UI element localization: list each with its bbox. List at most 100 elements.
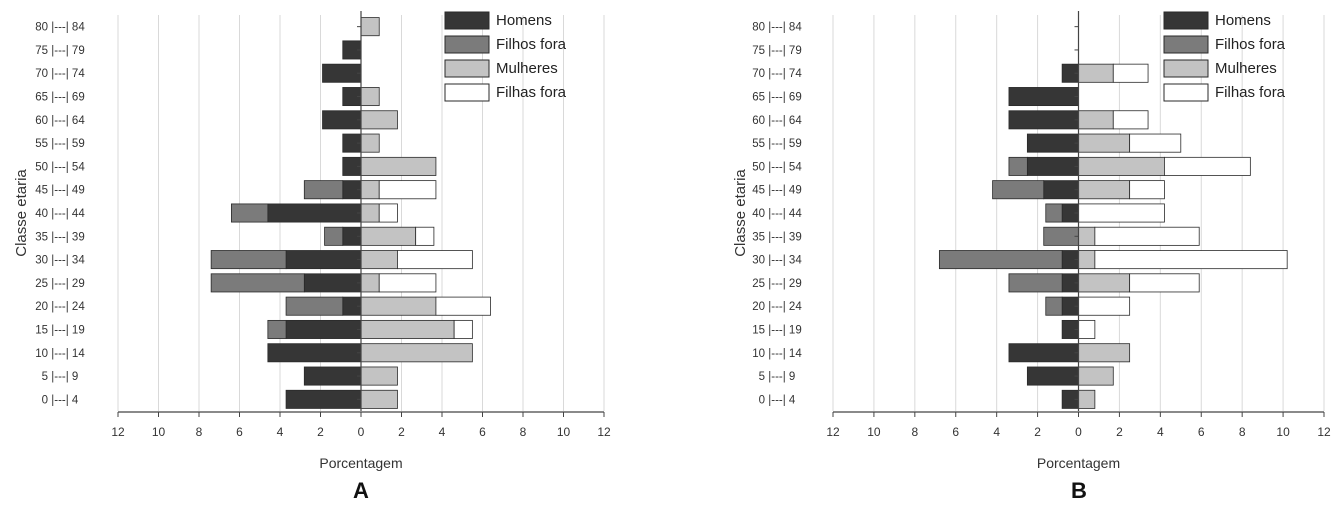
legend: Homens Filhos fora Mulheres Filhas fora bbox=[444, 11, 567, 102]
legend-swatch bbox=[444, 83, 490, 102]
y-tick-label: 40 |---| 44 bbox=[752, 208, 802, 220]
bar-filhas-fora bbox=[378, 273, 437, 293]
y-tick-label: 70 |---| 74 bbox=[752, 68, 802, 80]
legend: Homens Filhos fora Mulheres Filhas fora bbox=[1163, 11, 1286, 102]
bar-filhas-fora bbox=[1078, 203, 1165, 223]
y-tick-label: 40 |---| 44 bbox=[35, 208, 85, 220]
x-tick-label: 4 bbox=[993, 425, 1000, 439]
bar-filhos-fora bbox=[992, 180, 1045, 200]
y-tick-label: 60 |---| 64 bbox=[752, 115, 802, 127]
x-tick-label: 4 bbox=[1157, 425, 1164, 439]
bar-filhos-fora bbox=[303, 180, 344, 200]
bar-mulheres bbox=[360, 296, 437, 316]
bar-filhos-fora bbox=[1008, 156, 1028, 176]
y-tick-label: 0 |---| 4 bbox=[42, 394, 79, 406]
y-tick-label: 75 |---| 79 bbox=[752, 45, 801, 57]
y-tick-label: 0 |---| 4 bbox=[759, 394, 796, 406]
y-tick-label: 50 |---| 54 bbox=[752, 161, 802, 173]
y-tick-label: 5 |---| 9 bbox=[42, 371, 79, 383]
y-tick-label: 25 |---| 29 bbox=[35, 278, 84, 290]
bar-filhas-fora bbox=[1112, 110, 1149, 130]
y-tick-label: 5 |---| 9 bbox=[759, 371, 796, 383]
legend-swatch bbox=[1163, 59, 1209, 78]
bar-filhas-fora bbox=[1078, 319, 1096, 339]
bar-filhos-fora bbox=[938, 250, 1063, 270]
bar-filhas-fora bbox=[1112, 63, 1149, 83]
bar-mulheres bbox=[360, 87, 380, 107]
y-tick-label: 20 |---| 24 bbox=[752, 301, 802, 313]
bar-filhos-fora bbox=[1045, 296, 1063, 316]
bar-mulheres bbox=[360, 343, 473, 363]
bar-homens bbox=[1008, 110, 1079, 130]
y-tick-label: 30 |---| 34 bbox=[35, 255, 85, 267]
bar-filhas-fora bbox=[397, 250, 473, 270]
legend-label: Filhas fora bbox=[1215, 84, 1286, 101]
bar-mulheres bbox=[1078, 110, 1114, 130]
x-tick-label: 10 bbox=[557, 425, 571, 439]
bar-filhos-fora bbox=[1045, 203, 1063, 223]
bar-filhas-fora bbox=[1078, 296, 1131, 316]
y-tick-label: 55 |---| 59 bbox=[35, 138, 84, 150]
bar-filhas-fora bbox=[1164, 156, 1251, 176]
legend-swatch bbox=[1163, 35, 1209, 54]
y-tick-label: 75 |---| 79 bbox=[35, 45, 84, 57]
bar-filhos-fora bbox=[210, 273, 305, 293]
y-tick-label: 65 |---| 69 bbox=[752, 92, 801, 104]
y-tick-label: 65 |---| 69 bbox=[35, 92, 84, 104]
bar-homens bbox=[322, 110, 362, 130]
legend-label: Filhas fora bbox=[496, 84, 567, 101]
y-tick-label: 30 |---| 34 bbox=[752, 255, 802, 267]
y-tick-label: 50 |---| 54 bbox=[35, 161, 85, 173]
bar-filhos-fora bbox=[324, 226, 344, 246]
bar-homens bbox=[303, 366, 362, 386]
x-tick-label: 10 bbox=[152, 425, 166, 439]
x-tick-label: 2 bbox=[1034, 425, 1041, 439]
x-tick-label: 12 bbox=[826, 425, 840, 439]
bar-homens bbox=[303, 273, 362, 293]
y-tick-label: 10 |---| 14 bbox=[35, 348, 85, 360]
legend-label: Homens bbox=[496, 12, 552, 29]
bar-mulheres bbox=[360, 156, 437, 176]
legend-swatch bbox=[444, 35, 490, 54]
bar-homens bbox=[267, 203, 362, 223]
bar-mulheres bbox=[1078, 133, 1131, 153]
bar-mulheres bbox=[360, 203, 380, 223]
x-tick-label: 2 bbox=[398, 425, 405, 439]
bar-mulheres bbox=[1078, 366, 1114, 386]
y-tick-label: 15 |---| 19 bbox=[752, 324, 801, 336]
y-tick-label: 80 |---| 84 bbox=[35, 22, 85, 34]
bar-mulheres bbox=[1078, 156, 1165, 176]
y-tick-label: 35 |---| 39 bbox=[752, 231, 801, 243]
x-axis-title: Porcentagem bbox=[319, 455, 402, 471]
x-tick-label: 12 bbox=[111, 425, 125, 439]
bar-mulheres bbox=[1078, 63, 1114, 83]
x-tick-label: 12 bbox=[1317, 425, 1331, 439]
bar-filhos-fora bbox=[1008, 273, 1063, 293]
bar-mulheres bbox=[1078, 389, 1096, 409]
legend-swatch bbox=[1163, 11, 1209, 30]
bar-mulheres bbox=[360, 319, 455, 339]
legend-swatch bbox=[1163, 83, 1209, 102]
bar-mulheres bbox=[360, 389, 398, 409]
bar-mulheres bbox=[1078, 273, 1131, 293]
legend-swatch bbox=[444, 59, 490, 78]
bar-mulheres bbox=[1078, 180, 1131, 200]
legend-swatch bbox=[444, 11, 490, 30]
bar-mulheres bbox=[1078, 250, 1096, 270]
bar-homens bbox=[1026, 133, 1079, 153]
pyramid-chart-a: 12 10 8 6 4 2 0 2 4 6 8 10 12 0 |---| 4 5 |---| 9 10 |-… bbox=[13, 11, 611, 503]
bar-filhas-fora bbox=[453, 319, 473, 339]
y-axis-title: Classe etaria bbox=[13, 169, 30, 257]
y-tick-label: 70 |---| 74 bbox=[35, 68, 85, 80]
bar-mulheres bbox=[360, 110, 398, 130]
x-tick-label: 2 bbox=[1116, 425, 1123, 439]
bar-filhas-fora bbox=[378, 180, 437, 200]
legend-label: Filhos fora bbox=[1215, 36, 1286, 53]
bar-mulheres bbox=[1078, 226, 1096, 246]
legend-label: Filhos fora bbox=[496, 36, 567, 53]
y-tick-label: 45 |---| 49 bbox=[752, 185, 801, 197]
y-tick-label: 35 |---| 39 bbox=[35, 231, 84, 243]
bar-homens bbox=[285, 319, 362, 339]
bar-filhas-fora bbox=[435, 296, 491, 316]
